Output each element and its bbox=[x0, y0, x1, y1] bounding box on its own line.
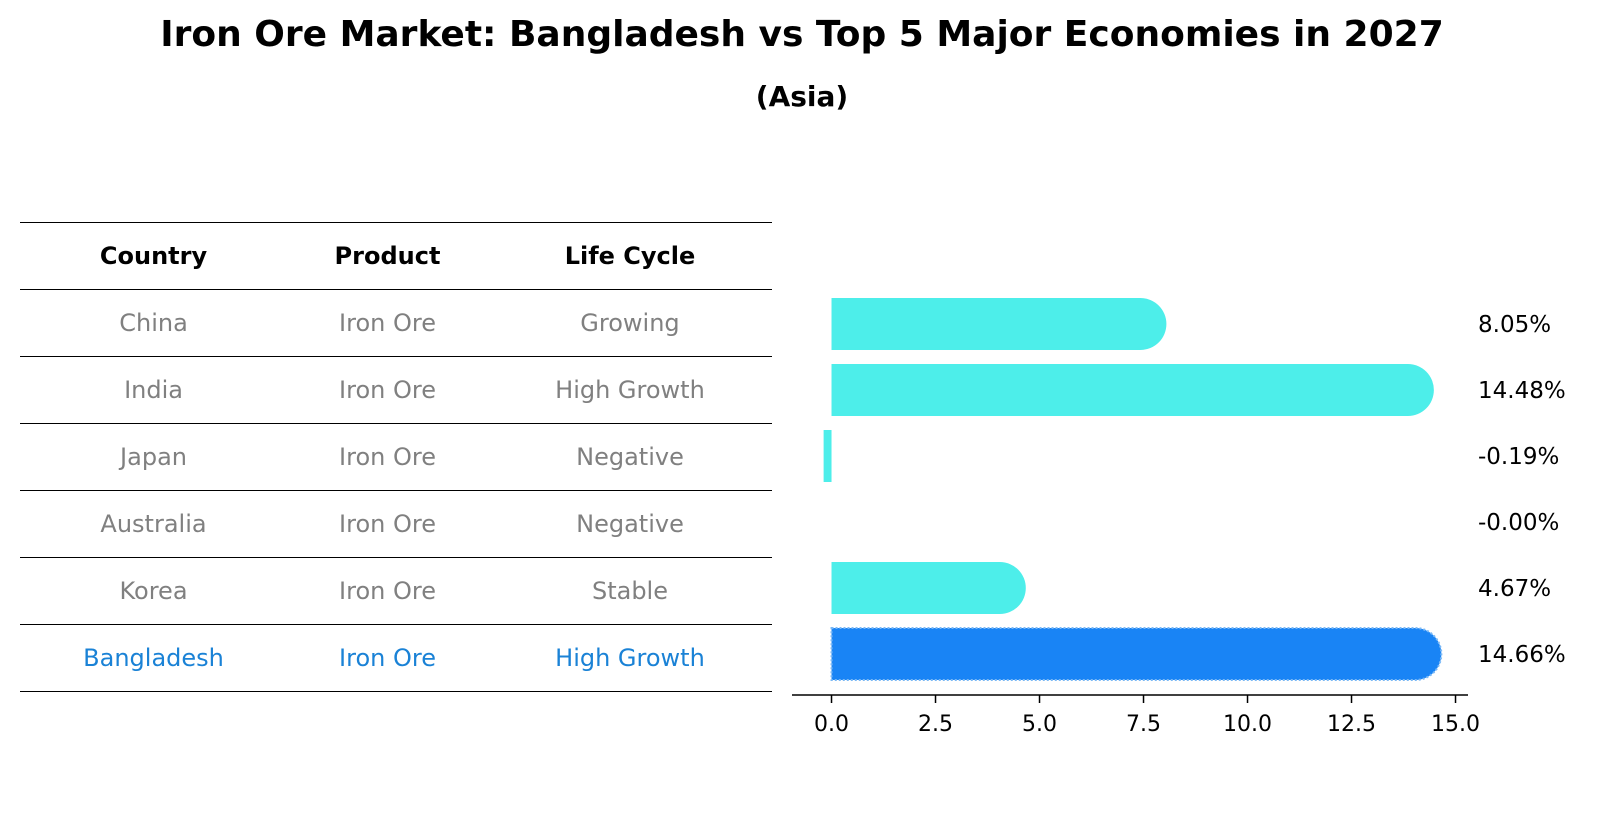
value-label-bangladesh: 14.66% bbox=[1478, 642, 1566, 668]
cell-product: Iron Ore bbox=[287, 624, 488, 692]
cell-life-cycle: High Growth bbox=[487, 356, 772, 424]
table-row: Japan Iron Ore Negative bbox=[20, 423, 772, 491]
cell-country: China bbox=[20, 289, 288, 357]
cell-life-cycle: Stable bbox=[487, 557, 772, 625]
bar-bangladesh bbox=[830, 627, 1443, 681]
header-product: Product bbox=[287, 222, 488, 290]
header-life-cycle: Life Cycle bbox=[487, 222, 772, 290]
x-tick-label: 12.5 bbox=[1327, 712, 1376, 737]
value-label-korea: 4.67% bbox=[1478, 576, 1551, 602]
table-row: Australia Iron Ore Negative bbox=[20, 490, 772, 558]
cell-country: Japan bbox=[20, 423, 288, 491]
cell-product: Iron Ore bbox=[287, 289, 488, 357]
cell-product: Iron Ore bbox=[287, 423, 488, 491]
chart-title: Iron Ore Market: Bangladesh vs Top 5 Maj… bbox=[160, 14, 1444, 55]
chart-subtitle: (Asia) bbox=[755, 80, 849, 113]
table-header-row: Country Product Life Cycle bbox=[20, 222, 772, 290]
table-row: Korea Iron Ore Stable bbox=[20, 557, 772, 625]
value-label-australia: -0.00% bbox=[1478, 510, 1559, 536]
cell-life-cycle: High Growth bbox=[487, 624, 772, 692]
cell-product: Iron Ore bbox=[287, 490, 488, 558]
cell-country: Australia bbox=[20, 490, 288, 558]
bar-japan bbox=[823, 430, 832, 482]
value-label-china: 8.05% bbox=[1478, 312, 1551, 338]
bar-korea bbox=[831, 562, 1026, 614]
x-tick-label: 0.0 bbox=[814, 712, 849, 737]
cell-life-cycle: Negative bbox=[487, 423, 772, 491]
header-country: Country bbox=[20, 222, 288, 290]
cell-life-cycle: Negative bbox=[487, 490, 772, 558]
x-tick-label: 7.5 bbox=[1126, 712, 1161, 737]
x-tick-label: 2.5 bbox=[918, 712, 953, 737]
bar-china bbox=[831, 298, 1167, 350]
value-label-india: 14.48% bbox=[1478, 378, 1566, 404]
cell-product: Iron Ore bbox=[287, 356, 488, 424]
table-row-highlight: Bangladesh Iron Ore High Growth bbox=[20, 624, 772, 692]
cell-country: Bangladesh bbox=[20, 624, 288, 692]
data-table: Country Product Life Cycle China Iron Or… bbox=[20, 222, 772, 692]
cell-product: Iron Ore bbox=[287, 557, 488, 625]
cell-country: Korea bbox=[20, 557, 288, 625]
cell-life-cycle: Growing bbox=[487, 289, 772, 357]
x-tick-label: 5.0 bbox=[1022, 712, 1057, 737]
table-row: India Iron Ore High Growth bbox=[20, 356, 772, 424]
cell-country: India bbox=[20, 356, 288, 424]
x-tick-label: 15.0 bbox=[1431, 712, 1480, 737]
x-tick-label: 10.0 bbox=[1223, 712, 1272, 737]
table-row: China Iron Ore Growing bbox=[20, 289, 772, 357]
value-label-japan: -0.19% bbox=[1478, 444, 1559, 470]
bar-india bbox=[831, 364, 1434, 416]
